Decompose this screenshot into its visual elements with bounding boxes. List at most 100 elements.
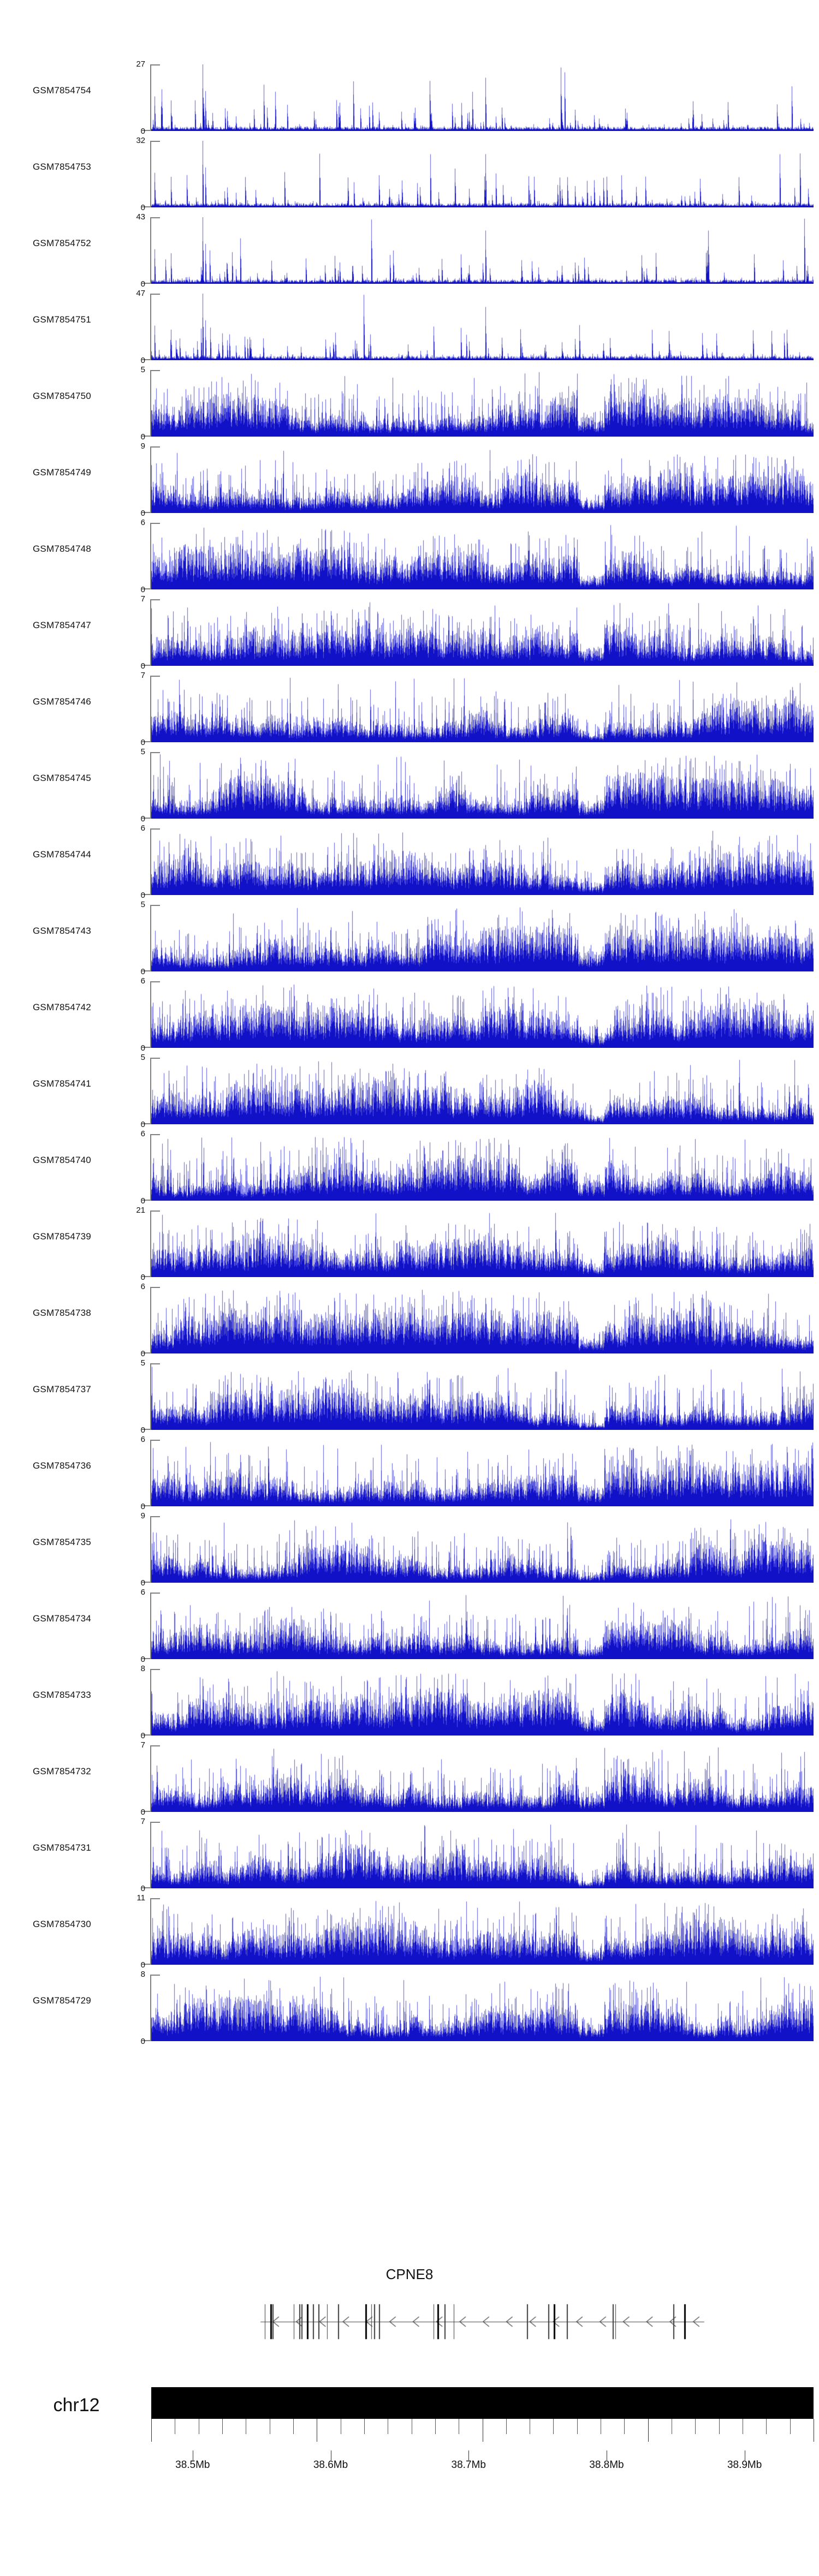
- coverage-track: GSM7854753 32 0: [0, 131, 819, 212]
- coverage-plot-area: [151, 1287, 814, 1353]
- ideogram-minor-tick: [624, 2419, 625, 2434]
- coverage-canvas: [151, 217, 814, 284]
- axis-tick-label: 38.6Mb: [313, 2459, 348, 2471]
- y-axis-min-label: 0: [140, 891, 145, 900]
- coverage-track: GSM7854737 5 0: [0, 1353, 819, 1435]
- track-sample-label: GSM7854735: [33, 1537, 91, 1547]
- y-axis-max-label: 21: [136, 1206, 145, 1215]
- y-axis-min-label: 0: [140, 1196, 145, 1206]
- y-axis-tick-min: [142, 359, 152, 360]
- y-axis-max-label: 27: [136, 59, 145, 69]
- y-axis-max-label: 5: [140, 365, 145, 374]
- track-y-axis: 32 0: [136, 136, 814, 212]
- y-axis-max-label: 6: [140, 1129, 145, 1138]
- y-axis-max-label: 11: [136, 1893, 145, 1903]
- coverage-track: GSM7854751 47 0: [0, 284, 819, 365]
- coverage-plot-area: [151, 1440, 814, 1506]
- y-axis-min-label: 0: [140, 1120, 145, 1129]
- track-sample-label: GSM7854746: [33, 696, 91, 707]
- y-axis-line: [150, 676, 151, 742]
- coverage-plot-area: [151, 446, 814, 513]
- y-axis-line: [150, 1516, 151, 1583]
- gene-annotation-track: CPNE8: [0, 2249, 819, 2352]
- coverage-plot-area: [151, 1745, 814, 1812]
- coverage-canvas: [151, 1058, 814, 1124]
- chromosome-ideogram-track: chr12: [0, 2380, 819, 2456]
- y-axis-min-label: 0: [140, 1502, 145, 1511]
- ideogram-minor-tick: [766, 2419, 767, 2434]
- y-axis-min-label: 0: [140, 203, 145, 212]
- coverage-track: GSM7854748 6 0: [0, 513, 819, 594]
- coverage-track: GSM7854743 5 0: [0, 895, 819, 976]
- y-axis-line: [150, 294, 151, 360]
- y-axis-line: [150, 981, 151, 1048]
- coverage-plot-area: [151, 1363, 814, 1430]
- y-axis-min-label: 0: [140, 1349, 145, 1358]
- track-sample-label: GSM7854752: [33, 238, 91, 248]
- y-axis-tick-min: [142, 1505, 152, 1506]
- coverage-canvas: [151, 294, 814, 360]
- track-sample-label: GSM7854737: [33, 1384, 91, 1394]
- y-axis-tick-min: [142, 1887, 152, 1888]
- y-axis-min-label: 0: [140, 585, 145, 594]
- y-axis-min-label: 0: [140, 967, 145, 976]
- y-axis-max-label: 9: [140, 1511, 145, 1520]
- y-axis-line: [150, 1440, 151, 1506]
- coverage-plot-area: [151, 676, 814, 742]
- y-axis-line: [150, 1593, 151, 1659]
- track-sample-label: GSM7854753: [33, 162, 91, 172]
- y-axis-max-label: 7: [140, 671, 145, 680]
- coverage-plot-area: [151, 523, 814, 589]
- ideogram-bar: [151, 2387, 814, 2419]
- y-axis-line: [150, 1745, 151, 1812]
- y-axis-line: [150, 1363, 151, 1430]
- coverage-canvas: [151, 1745, 814, 1812]
- coverage-plot-area: [151, 1898, 814, 1965]
- track-sample-label: GSM7854736: [33, 1460, 91, 1471]
- y-axis-tick-min: [142, 206, 152, 207]
- coverage-track: GSM7854734 6 0: [0, 1583, 819, 1664]
- track-y-axis: 43 0: [136, 212, 814, 289]
- y-axis-line: [150, 599, 151, 666]
- y-axis-max-label: 6: [140, 824, 145, 833]
- y-axis-line: [150, 1822, 151, 1888]
- ideogram-major-tick: [648, 2419, 649, 2442]
- genome-axis: 38.5Mb 38.6Mb 38.7Mb 38.8Mb 38.9Mb: [0, 2450, 819, 2483]
- y-axis-min-label: 0: [140, 1960, 145, 1970]
- y-axis-line: [150, 1058, 151, 1124]
- y-axis-min-label: 0: [140, 1426, 145, 1435]
- y-axis-max-label: 6: [140, 1282, 145, 1291]
- y-axis-tick-min: [142, 1123, 152, 1124]
- ideogram-minor-tick: [553, 2419, 554, 2434]
- y-axis-line: [150, 1975, 151, 2041]
- coverage-canvas: [151, 1287, 814, 1353]
- coverage-canvas: [151, 676, 814, 742]
- coverage-canvas: [151, 1822, 814, 1888]
- coverage-canvas: [151, 981, 814, 1048]
- track-sample-label: GSM7854754: [33, 85, 91, 96]
- coverage-track: GSM7854754 27 0: [0, 55, 819, 136]
- coverage-canvas: [151, 1363, 814, 1430]
- track-y-axis: 21 0: [136, 1206, 814, 1282]
- coverage-canvas: [151, 1134, 814, 1201]
- gene-model-glyph: [151, 2288, 814, 2348]
- coverage-track: GSM7854738 6 0: [0, 1277, 819, 1358]
- coverage-canvas: [151, 1898, 814, 1965]
- y-axis-tick-min: [142, 665, 152, 666]
- y-axis-max-label: 6: [140, 976, 145, 986]
- coverage-canvas: [151, 446, 814, 513]
- coverage-canvas: [151, 1975, 814, 2041]
- coverage-canvas: [151, 1211, 814, 1277]
- coverage-plot-area: [151, 599, 814, 666]
- y-axis-tick-min: [142, 2040, 152, 2041]
